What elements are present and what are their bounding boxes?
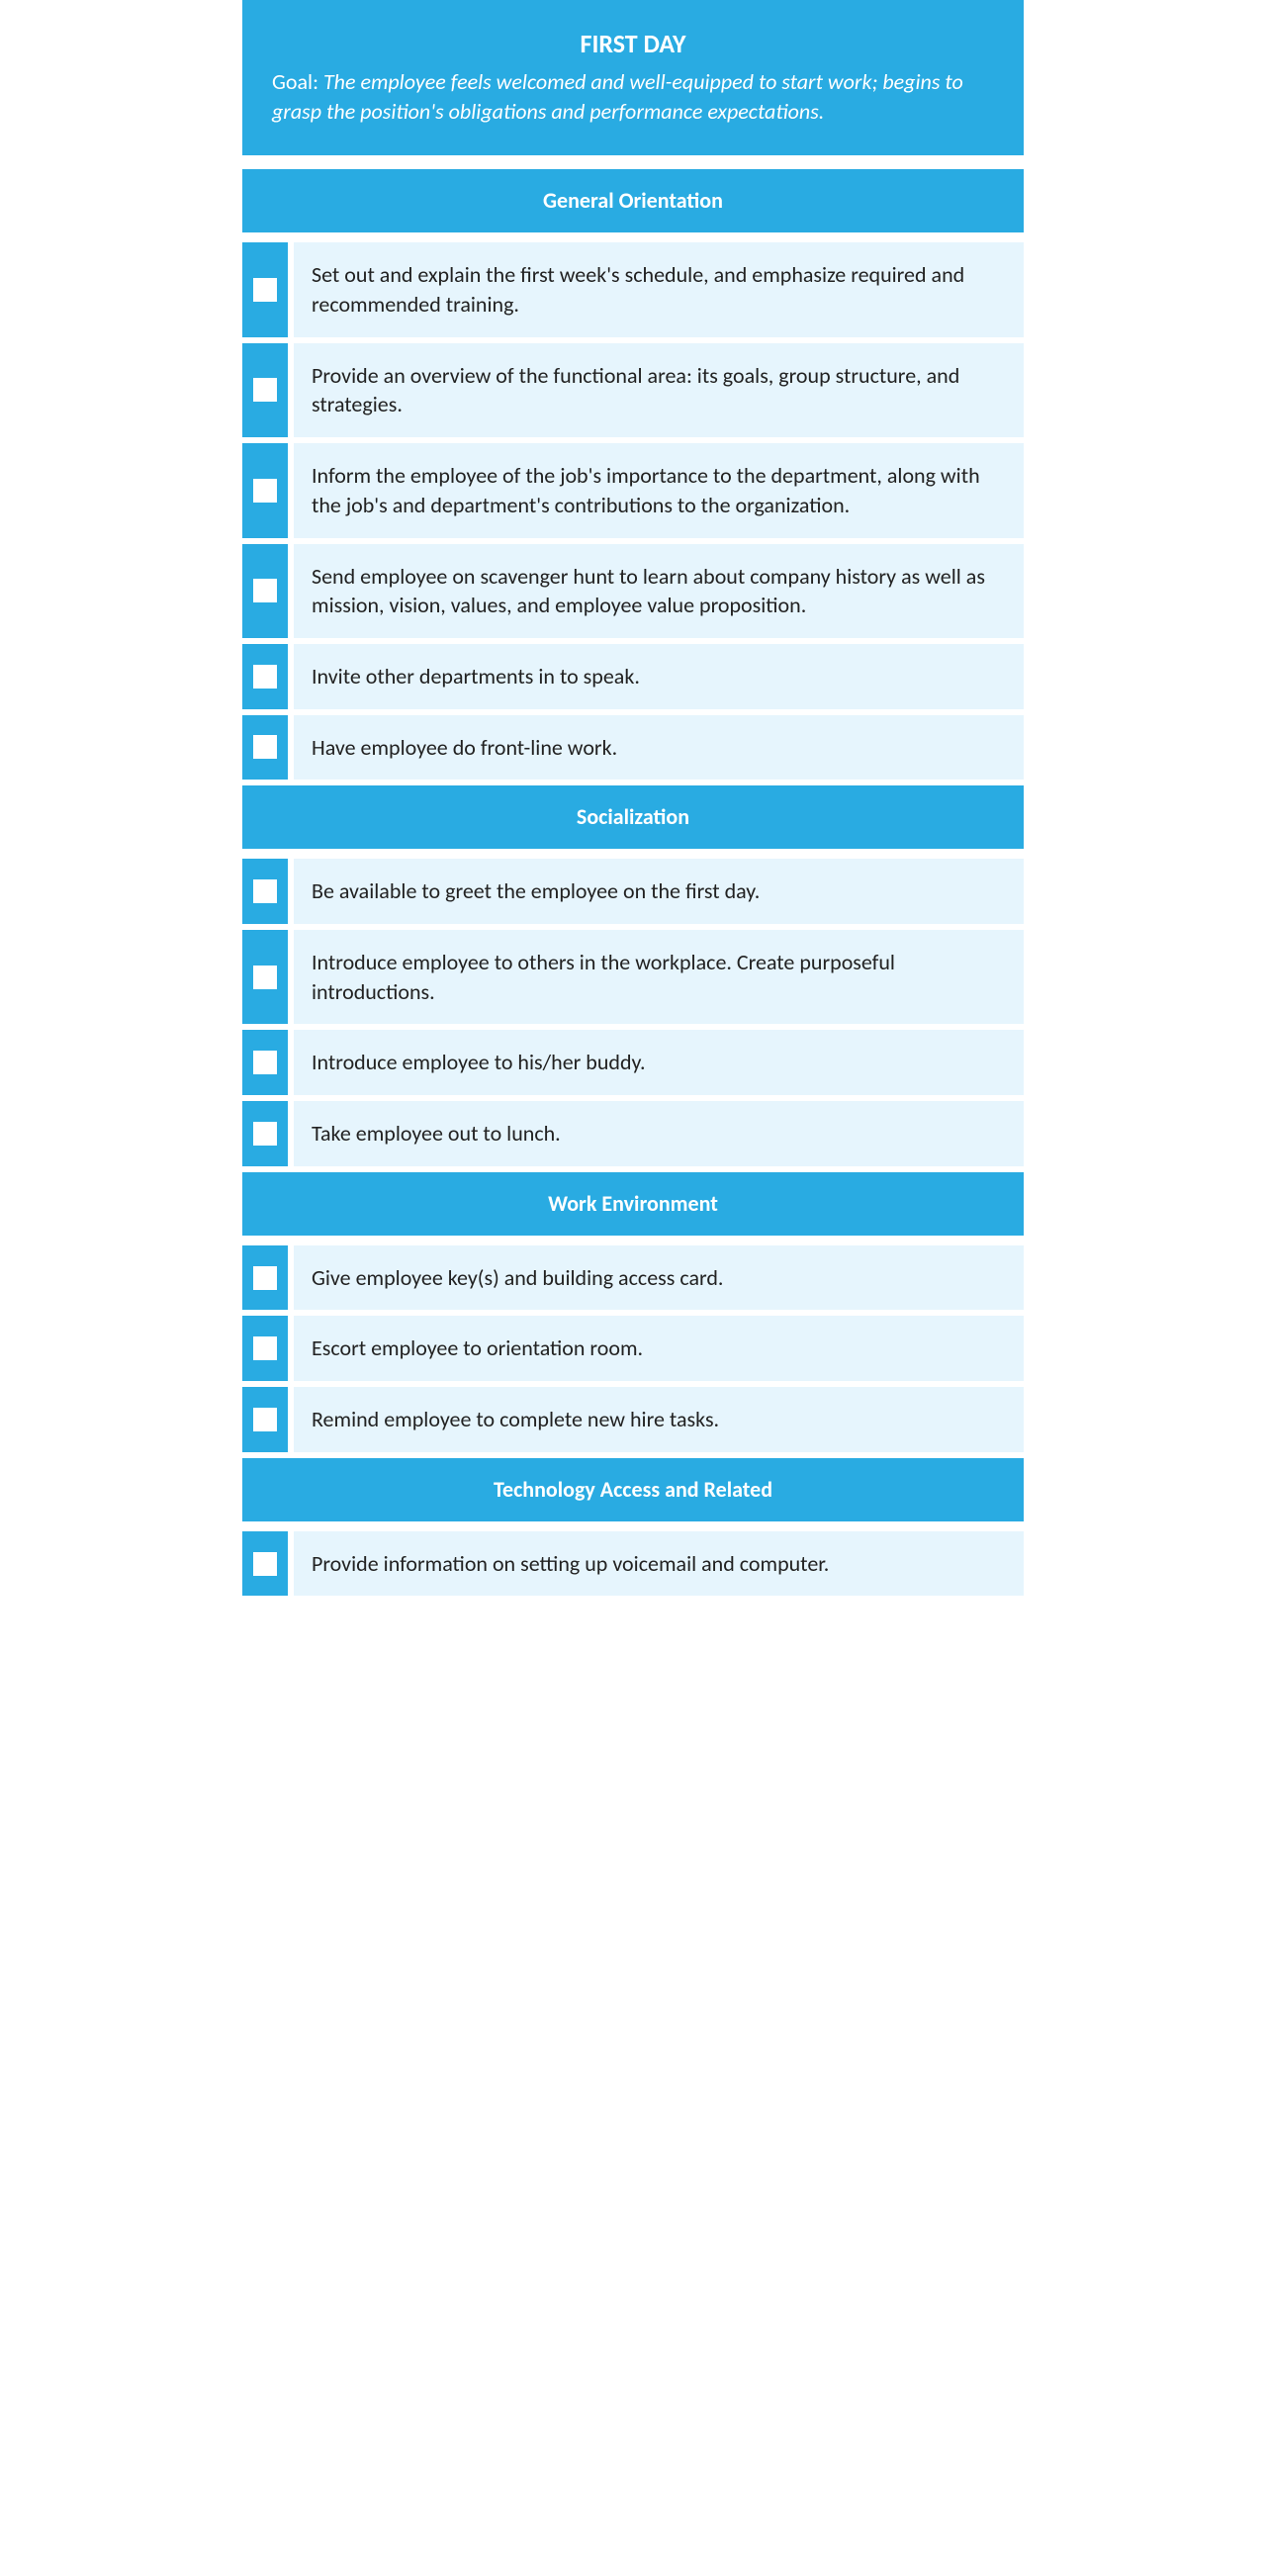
checklist-row: Send employee on scavenger hunt to learn… bbox=[242, 544, 1024, 638]
checkbox[interactable] bbox=[253, 735, 277, 759]
checkbox[interactable] bbox=[253, 665, 277, 689]
checklist-row: Provide an overview of the functional ar… bbox=[242, 343, 1024, 437]
checkbox-cell[interactable] bbox=[242, 644, 288, 709]
checklist-row: Be available to greet the employee on th… bbox=[242, 859, 1024, 924]
checkbox-cell[interactable] bbox=[242, 1531, 288, 1597]
checkbox-cell[interactable] bbox=[242, 1316, 288, 1381]
goal-line: Goal: The employee feels welcomed and we… bbox=[272, 67, 994, 126]
checkbox[interactable] bbox=[253, 579, 277, 602]
checkbox-cell[interactable] bbox=[242, 1387, 288, 1452]
checklist-item-text: Inform the employee of the job's importa… bbox=[294, 443, 1024, 537]
checklist-row: Provide information on setting up voicem… bbox=[242, 1531, 1024, 1597]
sections-root: General Orientation Set out and explain t… bbox=[242, 169, 1024, 1596]
checklist-item-text: Escort employee to orientation room. bbox=[294, 1316, 1024, 1381]
checklist-item-text: Remind employee to complete new hire tas… bbox=[294, 1387, 1024, 1452]
checklist-row: Invite other departments in to speak. bbox=[242, 644, 1024, 709]
checklist-container: FIRST DAY Goal: The employee feels welco… bbox=[242, 0, 1024, 1596]
checklist-item-text: Introduce employee to others in the work… bbox=[294, 930, 1024, 1024]
checkbox[interactable] bbox=[253, 1122, 277, 1146]
checklist-item-text: Have employee do front-line work. bbox=[294, 715, 1024, 781]
checklist-item-text: Send employee on scavenger hunt to learn… bbox=[294, 544, 1024, 638]
checklist-row: Take employee out to lunch. bbox=[242, 1101, 1024, 1166]
checklist-row: Remind employee to complete new hire tas… bbox=[242, 1387, 1024, 1452]
goal-label: Goal: bbox=[272, 68, 323, 95]
checkbox-cell[interactable] bbox=[242, 859, 288, 924]
checkbox-cell[interactable] bbox=[242, 1101, 288, 1166]
checklist-item-text: Take employee out to lunch. bbox=[294, 1101, 1024, 1166]
checklist-row: Introduce employee to his/her buddy. bbox=[242, 1030, 1024, 1095]
checklist-item-text: Be available to greet the employee on th… bbox=[294, 859, 1024, 924]
section-gap bbox=[242, 1236, 1024, 1245]
checkbox-cell[interactable] bbox=[242, 1245, 288, 1311]
section-gap bbox=[242, 232, 1024, 242]
checklist-row: Introduce employee to others in the work… bbox=[242, 930, 1024, 1024]
checklist-row: Give employee key(s) and building access… bbox=[242, 1245, 1024, 1311]
checklist-item-text: Give employee key(s) and building access… bbox=[294, 1245, 1024, 1311]
section-gap bbox=[242, 849, 1024, 859]
checkbox[interactable] bbox=[253, 378, 277, 402]
checkbox[interactable] bbox=[253, 879, 277, 903]
section-header: General Orientation bbox=[242, 169, 1024, 232]
checkbox[interactable] bbox=[253, 966, 277, 989]
checklist-item-text: Invite other departments in to speak. bbox=[294, 644, 1024, 709]
checkbox-cell[interactable] bbox=[242, 242, 288, 336]
checkbox-cell[interactable] bbox=[242, 930, 288, 1024]
header-gap bbox=[242, 155, 1024, 169]
checklist-row: Inform the employee of the job's importa… bbox=[242, 443, 1024, 537]
section-gap bbox=[242, 1521, 1024, 1531]
checkbox[interactable] bbox=[253, 278, 277, 302]
checkbox[interactable] bbox=[253, 1552, 277, 1576]
checkbox-cell[interactable] bbox=[242, 544, 288, 638]
checkbox-cell[interactable] bbox=[242, 715, 288, 781]
checklist-row: Escort employee to orientation room. bbox=[242, 1316, 1024, 1381]
section-header: Work Environment bbox=[242, 1172, 1024, 1236]
section-header: Technology Access and Related bbox=[242, 1458, 1024, 1521]
page-header: FIRST DAY Goal: The employee feels welco… bbox=[242, 0, 1024, 155]
checklist-item-text: Introduce employee to his/her buddy. bbox=[294, 1030, 1024, 1095]
checkbox-cell[interactable] bbox=[242, 343, 288, 437]
checklist-item-text: Provide an overview of the functional ar… bbox=[294, 343, 1024, 437]
checkbox[interactable] bbox=[253, 1266, 277, 1290]
page-title: FIRST DAY bbox=[272, 28, 994, 59]
checklist-row: Have employee do front-line work. bbox=[242, 715, 1024, 781]
goal-text: The employee feels welcomed and well-equ… bbox=[272, 68, 963, 125]
checklist-item-text: Provide information on setting up voicem… bbox=[294, 1531, 1024, 1597]
checkbox[interactable] bbox=[253, 1336, 277, 1360]
checkbox-cell[interactable] bbox=[242, 1030, 288, 1095]
checklist-item-text: Set out and explain the first week's sch… bbox=[294, 242, 1024, 336]
checkbox-cell[interactable] bbox=[242, 443, 288, 537]
checkbox[interactable] bbox=[253, 1051, 277, 1074]
checkbox[interactable] bbox=[253, 1408, 277, 1431]
section-header: Socialization bbox=[242, 785, 1024, 849]
checkbox[interactable] bbox=[253, 479, 277, 503]
checklist-row: Set out and explain the first week's sch… bbox=[242, 242, 1024, 336]
